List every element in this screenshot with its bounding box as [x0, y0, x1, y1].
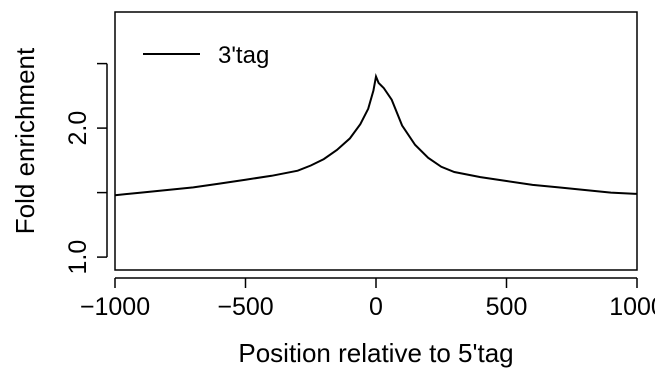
x-axis: −1000 −500 0 500 1000	[80, 277, 655, 321]
x-tick-label: 0	[369, 293, 383, 321]
x-tick-label: −1000	[80, 293, 150, 321]
x-tick-label: −500	[217, 293, 273, 321]
legend: 3'tag	[143, 42, 269, 69]
y-tick-label: 1.0	[64, 240, 92, 275]
legend-label: 3'tag	[218, 42, 269, 69]
y-tick-label: 2.0	[64, 111, 92, 146]
plot-frame	[114, 11, 638, 271]
x-axis-label: Position relative to 5'tag	[238, 338, 513, 368]
y-axis: 1.0 2.0	[64, 62, 108, 275]
x-tick-label: 1000	[609, 293, 655, 321]
series-line-3tag	[114, 72, 638, 197]
x-tick-label: 500	[486, 293, 528, 321]
y-axis-label: Fold enrichment	[10, 47, 40, 234]
